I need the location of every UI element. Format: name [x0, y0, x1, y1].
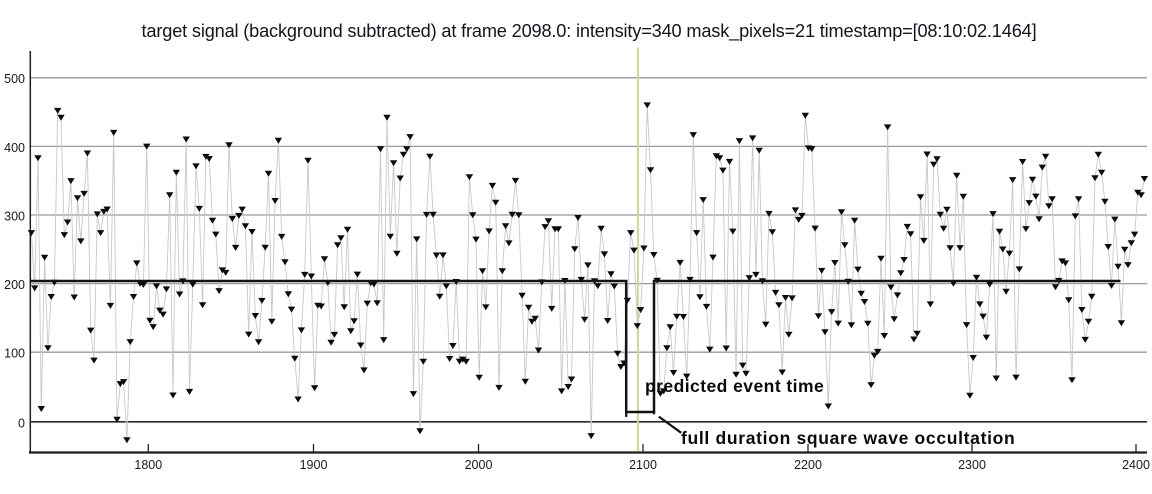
- svg-text:1900: 1900: [300, 458, 328, 472]
- svg-text:500: 500: [4, 72, 25, 86]
- svg-text:100: 100: [4, 347, 25, 361]
- svg-text:1800: 1800: [134, 458, 162, 472]
- svg-text:200: 200: [4, 278, 25, 292]
- svg-text:target signal (background subt: target signal (background subtracted) at…: [142, 21, 1037, 42]
- svg-text:2100: 2100: [629, 458, 657, 472]
- svg-text:0: 0: [18, 416, 25, 430]
- svg-text:2000: 2000: [465, 458, 493, 472]
- svg-text:2200: 2200: [794, 458, 822, 472]
- svg-text:2300: 2300: [958, 458, 986, 472]
- svg-text:400: 400: [4, 141, 25, 155]
- svg-text:predicted event time: predicted event time: [645, 376, 824, 396]
- svg-text:300: 300: [4, 209, 25, 223]
- svg-text:2400: 2400: [1122, 458, 1150, 472]
- svg-text:full duration square wave occu: full duration square wave occultation: [681, 428, 1015, 448]
